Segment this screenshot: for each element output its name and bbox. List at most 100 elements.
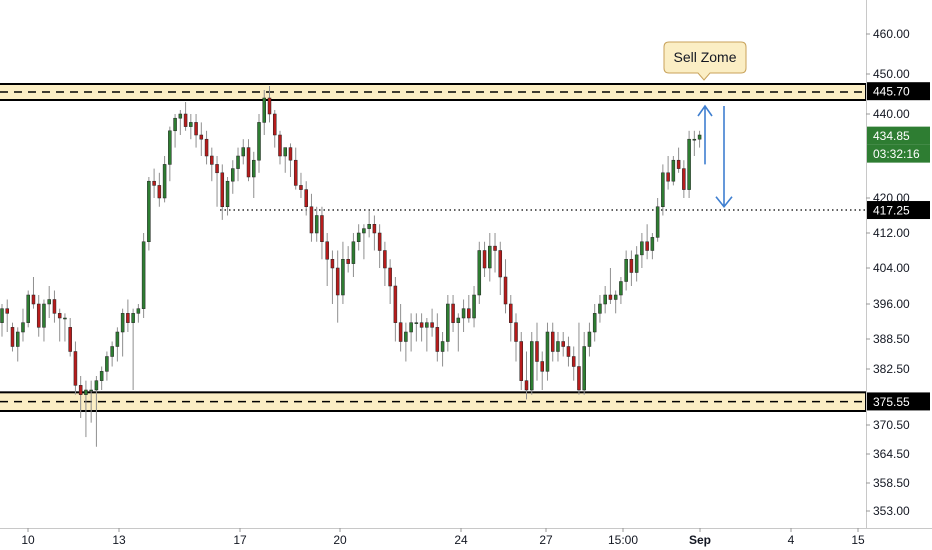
candle[interactable] (377, 224, 382, 268)
candle[interactable] (10, 322, 15, 352)
candle[interactable] (241, 139, 246, 165)
candle[interactable] (314, 206, 319, 242)
candle[interactable] (84, 380, 88, 438)
candle[interactable] (472, 286, 476, 328)
candle[interactable] (278, 130, 282, 165)
candle[interactable] (293, 147, 298, 190)
candle[interactable] (325, 233, 329, 286)
candle[interactable] (309, 193, 314, 242)
candle[interactable] (488, 233, 492, 282)
candle[interactable] (524, 351, 529, 400)
candle[interactable] (367, 211, 371, 238)
candle[interactable] (655, 198, 660, 242)
candle[interactable] (136, 304, 141, 323)
candle[interactable] (440, 332, 445, 367)
candle[interactable] (587, 322, 592, 357)
candle[interactable] (299, 172, 303, 198)
candle[interactable] (5, 299, 9, 333)
candle[interactable] (194, 114, 198, 148)
candle[interactable] (220, 164, 225, 220)
candle[interactable] (592, 304, 597, 342)
candle[interactable] (393, 277, 398, 342)
candle[interactable] (356, 224, 361, 251)
candle[interactable] (509, 295, 513, 342)
last-price-tag[interactable]: 434.85 (867, 126, 930, 145)
candle[interactable] (26, 290, 30, 328)
candle[interactable] (173, 114, 177, 148)
candle[interactable] (110, 341, 114, 367)
sell-zone-callout[interactable]: Sell Zome (663, 41, 747, 81)
candle[interactable] (335, 250, 340, 323)
candle[interactable] (482, 241, 487, 277)
candle[interactable] (404, 322, 408, 362)
candle[interactable] (419, 313, 424, 342)
candle[interactable] (204, 130, 209, 165)
candle[interactable] (676, 147, 681, 173)
candle[interactable] (388, 259, 392, 304)
candle[interactable] (634, 246, 639, 282)
candle[interactable] (199, 122, 204, 156)
candle[interactable] (147, 177, 151, 251)
candle[interactable] (619, 277, 623, 304)
candle[interactable] (262, 90, 266, 135)
candle[interactable] (94, 376, 99, 447)
resistance-price-tag[interactable]: 445.70 (867, 82, 930, 101)
candle[interactable] (157, 172, 162, 207)
candle[interactable] (629, 250, 634, 287)
candle[interactable] (503, 259, 508, 314)
price-axis[interactable]: 460.00450.00440.00420.00412.00404.00396.… (866, 0, 910, 528)
candle[interactable] (425, 318, 429, 352)
candle[interactable] (330, 250, 335, 305)
candle[interactable] (446, 295, 450, 352)
candle[interactable] (63, 313, 67, 342)
support-price-tag[interactable]: 375.55 (867, 392, 930, 411)
candle[interactable] (682, 160, 686, 198)
candle[interactable] (105, 351, 109, 381)
candle[interactable] (461, 299, 466, 333)
candle[interactable] (42, 299, 46, 342)
candle[interactable] (372, 215, 377, 251)
candle[interactable] (272, 110, 277, 148)
candle[interactable] (666, 156, 670, 190)
candle[interactable] (231, 160, 235, 194)
candle[interactable] (225, 177, 230, 216)
candle[interactable] (131, 308, 135, 390)
candle[interactable] (561, 332, 565, 357)
candle[interactable] (288, 143, 293, 177)
candle[interactable] (566, 336, 571, 367)
candle[interactable] (189, 114, 193, 140)
candle[interactable] (550, 322, 555, 362)
candle[interactable] (89, 380, 93, 423)
candle[interactable] (31, 277, 36, 309)
candle[interactable] (582, 332, 586, 395)
candle[interactable] (178, 110, 183, 135)
candle[interactable] (687, 130, 691, 198)
candle[interactable] (168, 126, 172, 182)
candle[interactable] (577, 322, 581, 395)
candle[interactable] (283, 147, 287, 173)
candle[interactable] (467, 295, 471, 323)
candle[interactable] (608, 268, 613, 304)
candle[interactable] (115, 327, 120, 362)
candle[interactable] (252, 151, 256, 198)
candle[interactable] (671, 156, 676, 186)
candle[interactable] (514, 313, 518, 362)
time-axis[interactable]: 10 13 17 20 24 27 15:00 Sep 4 15 (0, 528, 932, 547)
candle[interactable] (362, 224, 366, 260)
candle[interactable] (152, 168, 156, 198)
candle[interactable] (661, 164, 665, 216)
candle[interactable] (246, 139, 251, 182)
candle[interactable] (341, 241, 345, 304)
candle[interactable] (535, 322, 539, 381)
down-arrow-icon[interactable] (715, 106, 733, 209)
candle[interactable] (15, 327, 20, 362)
candle[interactable] (36, 295, 41, 337)
candle[interactable] (47, 286, 51, 318)
up-arrow-icon[interactable] (697, 104, 713, 165)
candle[interactable] (645, 224, 649, 260)
candle[interactable] (68, 318, 72, 357)
candle[interactable] (398, 304, 403, 352)
candle[interactable] (78, 376, 83, 418)
candle[interactable] (477, 241, 482, 304)
